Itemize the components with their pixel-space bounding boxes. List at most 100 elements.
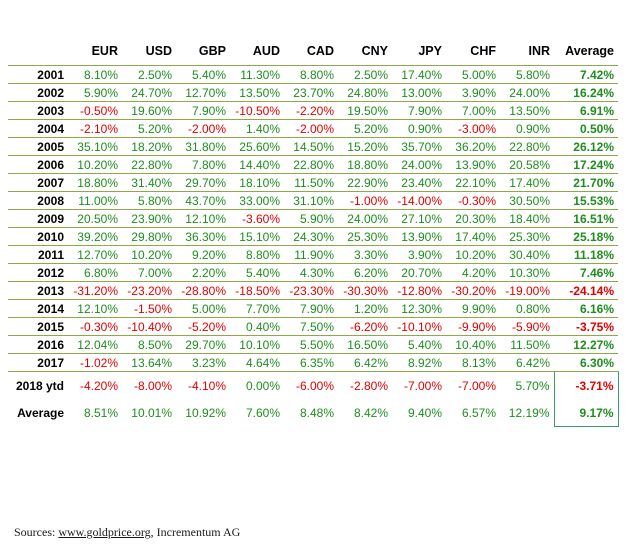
value-cell: 23.40%	[392, 173, 446, 192]
value-cell: 31.10%	[284, 191, 338, 210]
average-cell: 26.12%	[554, 137, 618, 156]
value-cell: -10.10%	[392, 317, 446, 336]
value-cell: 6.80%	[68, 263, 122, 282]
value-cell: 9.90%	[446, 299, 500, 318]
value-cell: 10.20%	[446, 245, 500, 264]
value-cell: 5.40%	[230, 263, 284, 282]
table-row: 2013 -31.20% -23.20% -28.80% -18.50% -23.30% -…	[8, 281, 618, 300]
value-cell: 18.80%	[338, 155, 392, 174]
year-column-header	[8, 41, 68, 61]
value-cell: -5.20%	[176, 317, 230, 336]
row-label: 2017	[8, 353, 68, 372]
row-label: 2008	[8, 191, 68, 210]
table-row: 2015 -0.30% -10.40% -5.20% 0.40% 7.50% -6.20% -…	[8, 317, 618, 336]
value-cell: -2.80%	[349, 378, 388, 393]
value-cell: 22.90%	[338, 173, 392, 192]
source-link[interactable]: www.goldprice.org	[58, 525, 151, 539]
value-cell: -4.10%	[187, 378, 226, 393]
value-cell: 10.10%	[230, 335, 284, 354]
table-row: 2001 8.10% 2.50% 5.40% 11.30% 8.80% 2.50% 17.40…	[8, 65, 618, 84]
value-cell: -14.00%	[392, 191, 446, 210]
ytd-row: 2018 ytd -4.20% -8.00% -4.10% 0.00% -6.00% -2.…	[8, 371, 619, 399]
value-cell: 20.58%	[500, 155, 554, 174]
average-cell: 7.42%	[554, 65, 618, 84]
value-cell: 24.00%	[338, 209, 392, 228]
value-cell: 0.90%	[500, 119, 554, 138]
value-cell: 17.40%	[446, 227, 500, 246]
value-cell: 11.50%	[284, 173, 338, 192]
row-label: 2014	[8, 299, 68, 318]
value-cell: 6.42%	[338, 353, 392, 372]
gold-returns-table: EUR USD GBP AUD CAD CNY JPY CHF INR Average 2001 8…	[8, 41, 619, 427]
value-cell: 25.30%	[500, 227, 554, 246]
column-header-cad: CAD	[306, 44, 334, 58]
value-cell: 3.23%	[176, 353, 230, 372]
value-cell: 13.90%	[446, 155, 500, 174]
value-cell: 7.70%	[230, 299, 284, 318]
value-cell: 5.40%	[392, 335, 446, 354]
value-cell: -10.40%	[122, 317, 176, 336]
value-cell: -1.00%	[338, 191, 392, 210]
value-cell: -2.20%	[284, 101, 338, 120]
value-cell: 23.70%	[284, 83, 338, 102]
average-cell: 12.27%	[554, 335, 618, 354]
value-cell: -0.30%	[446, 191, 500, 210]
value-cell: -30.30%	[338, 281, 392, 300]
column-header-average: Average	[565, 44, 614, 58]
value-cell: 15.20%	[338, 137, 392, 156]
table-row: 2014 12.10% -1.50% 5.00% 7.70% 7.90% 1.20% 12.3…	[8, 299, 618, 318]
source-note: Sources: www.goldprice.org, Incrementum …	[14, 525, 240, 540]
value-cell: 8.92%	[392, 353, 446, 372]
row-label: 2018 ytd	[15, 378, 64, 393]
value-cell: 22.10%	[446, 173, 500, 192]
value-cell: 39.20%	[68, 227, 122, 246]
value-cell: 17.40%	[500, 173, 554, 192]
value-cell: 5.80%	[500, 65, 554, 84]
value-cell: 13.00%	[392, 83, 446, 102]
value-cell: 12.10%	[176, 209, 230, 228]
value-cell: 0.90%	[392, 119, 446, 138]
value-cell: 10.30%	[500, 263, 554, 282]
value-cell: 0.80%	[500, 299, 554, 318]
value-cell: -1.50%	[122, 299, 176, 318]
value-cell: 4.64%	[230, 353, 284, 372]
value-cell: -6.00%	[295, 378, 334, 393]
value-cell: 12.19%	[508, 405, 550, 420]
value-cell: 12.10%	[68, 299, 122, 318]
value-cell: 0.00%	[245, 378, 280, 393]
value-cell: 6.35%	[284, 353, 338, 372]
row-label: 2005	[8, 137, 68, 156]
value-cell: 36.30%	[176, 227, 230, 246]
value-cell: 20.70%	[392, 263, 446, 282]
value-cell: -18.50%	[230, 281, 284, 300]
value-cell: 5.90%	[284, 209, 338, 228]
row-label: 2010	[8, 227, 68, 246]
average-cell: -3.75%	[554, 317, 618, 336]
average-cell: 6.91%	[554, 101, 618, 120]
average-cell: -24.14%	[554, 281, 618, 300]
value-cell: 4.30%	[284, 263, 338, 282]
value-cell: 8.10%	[68, 65, 122, 84]
table-row: 2002 5.90% 24.70% 12.70% 13.50% 23.70% 24.80% 1…	[8, 83, 618, 102]
average-cell: 21.70%	[554, 173, 618, 192]
value-cell: -3.60%	[230, 209, 284, 228]
row-label: 2009	[8, 209, 68, 228]
value-cell: 31.40%	[122, 173, 176, 192]
row-label: 2011	[8, 245, 68, 264]
column-header-cny: CNY	[361, 44, 388, 58]
value-cell: 0.40%	[230, 317, 284, 336]
table-row: 2016 12.04% 8.50% 29.70% 10.10% 5.50% 16.50% 5.…	[8, 335, 618, 354]
value-cell: 10.20%	[68, 155, 122, 174]
value-cell: -1.02%	[68, 353, 122, 372]
column-header-gbp: GBP	[198, 44, 226, 58]
header-row: EUR USD GBP AUD CAD CNY JPY CHF INR Average	[8, 41, 618, 61]
value-cell: 27.10%	[392, 209, 446, 228]
average-cell: -3.71%	[553, 371, 619, 399]
value-cell: 2.20%	[176, 263, 230, 282]
value-cell: -5.90%	[500, 317, 554, 336]
column-header-inr: INR	[528, 44, 550, 58]
value-cell: 6.57%	[461, 405, 496, 420]
value-cell: 13.50%	[230, 83, 284, 102]
table-row: 2004 -2.10% 5.20% -2.00% 1.40% -2.00% 5.20% 0.9…	[8, 119, 618, 138]
average-cell: 16.24%	[554, 83, 618, 102]
